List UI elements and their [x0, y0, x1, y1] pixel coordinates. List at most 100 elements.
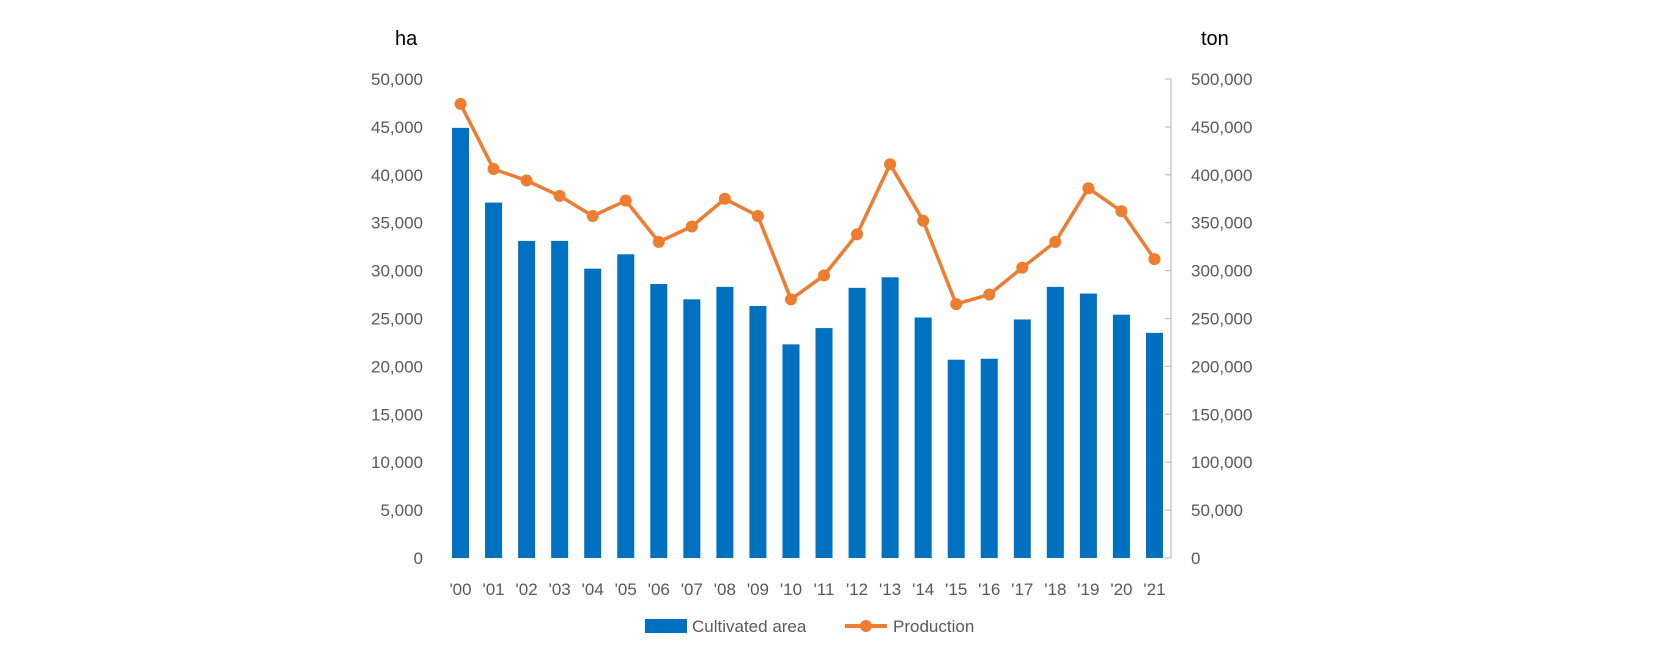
production-point	[917, 214, 930, 227]
bar-cultivated-area	[881, 277, 899, 558]
left-tick-label: 20,000	[371, 357, 423, 376]
x-tick-label: '01	[482, 580, 504, 599]
bar-cultivated-area	[1013, 319, 1031, 558]
right-tick-label: 200,000	[1191, 357, 1252, 376]
bar-cultivated-area	[485, 202, 503, 558]
x-tick-label: '19	[1077, 580, 1099, 599]
bar-cultivated-area	[914, 317, 932, 558]
right-tick-label: 150,000	[1191, 405, 1252, 424]
left-tick-label: 0	[414, 549, 423, 568]
legend-swatch-production-marker	[860, 620, 872, 632]
line-series-production	[454, 97, 1161, 311]
bar-cultivated-area	[947, 359, 965, 558]
right-tick-label: 400,000	[1191, 166, 1252, 185]
right-axis-unit-label: ton	[1201, 28, 1229, 50]
production-point	[718, 192, 731, 205]
production-point	[751, 209, 764, 222]
x-tick-label: '16	[978, 580, 1000, 599]
x-tick-label: '18	[1044, 580, 1066, 599]
production-point	[851, 228, 864, 241]
production-point	[818, 269, 831, 282]
bar-cultivated-area	[716, 286, 734, 558]
production-point	[884, 158, 897, 171]
left-axis: 0 5,000 10,000 15,000 20,000 25,000 30,000 35,0…	[371, 70, 423, 568]
production-point	[1049, 235, 1062, 248]
bar-cultivated-area	[848, 287, 866, 558]
x-axis: '00 '01 '02 '03 '04 '05 '06 '07 '08 '09 '10 '11 '12 '…	[449, 580, 1165, 599]
production-point	[586, 209, 599, 222]
right-tick-label: 0	[1191, 549, 1200, 568]
bar-cultivated-area	[980, 358, 998, 558]
legend-label-cultivated-area: Cultivated area	[692, 617, 807, 636]
x-tick-label: '21	[1143, 580, 1165, 599]
production-point	[1082, 182, 1095, 195]
x-tick-label: '02	[516, 580, 538, 599]
bar-cultivated-area	[617, 254, 635, 558]
bar-cultivated-area	[584, 268, 602, 558]
left-axis-unit-label: ha	[395, 28, 418, 50]
x-tick-label: '04	[582, 580, 604, 599]
production-point	[454, 97, 467, 110]
legend-swatch-cultivated-area	[645, 619, 687, 633]
x-tick-label: '07	[681, 580, 703, 599]
bar-cultivated-area	[1112, 314, 1130, 558]
production-point	[1148, 253, 1161, 266]
x-tick-label: '09	[747, 580, 769, 599]
left-tick-label: 25,000	[371, 310, 423, 329]
right-tick-label: 250,000	[1191, 310, 1252, 329]
bar-cultivated-area	[1046, 286, 1064, 558]
production-point	[1115, 205, 1128, 218]
left-tick-label: 30,000	[371, 262, 423, 281]
bar-cultivated-area	[815, 328, 833, 558]
x-tick-label: '15	[945, 580, 967, 599]
bar-cultivated-area	[551, 240, 569, 559]
x-tick-label: '12	[846, 580, 868, 599]
x-tick-label: '11	[814, 580, 835, 599]
production-point	[950, 298, 963, 311]
bar-series-cultivated-area	[452, 127, 1163, 559]
x-tick-label: '00	[449, 580, 471, 599]
production-point	[1016, 261, 1029, 274]
left-tick-label: 5,000	[380, 501, 423, 520]
production-point	[685, 220, 698, 233]
x-tick-label: '03	[549, 580, 571, 599]
production-point	[553, 189, 566, 202]
left-tick-label: 40,000	[371, 166, 423, 185]
bar-cultivated-area	[749, 306, 767, 558]
production-point	[520, 174, 533, 187]
left-tick-label: 10,000	[371, 453, 423, 472]
x-tick-label: '06	[648, 580, 670, 599]
production-point	[652, 235, 665, 248]
left-tick-label: 35,000	[371, 214, 423, 233]
bar-cultivated-area	[650, 284, 668, 558]
left-tick-label: 45,000	[371, 118, 423, 137]
x-tick-label: '20	[1110, 580, 1132, 599]
right-tick-label: 500,000	[1191, 70, 1252, 89]
production-line	[458, 103, 1156, 306]
right-axis: 0 50,000 100,000 150,000 200,000 250,000 300,0…	[1165, 70, 1252, 568]
right-tick-label: 350,000	[1191, 214, 1252, 233]
bar-cultivated-area	[683, 299, 701, 558]
production-point	[487, 163, 500, 176]
bar-cultivated-area	[452, 127, 470, 558]
bar-cultivated-area	[782, 344, 800, 558]
x-tick-label: '17	[1011, 580, 1033, 599]
right-tick-label: 100,000	[1191, 453, 1252, 472]
x-tick-label: '14	[912, 580, 934, 599]
production-point	[983, 288, 996, 301]
production-point	[619, 194, 632, 207]
bar-cultivated-area	[518, 240, 536, 559]
x-tick-label: '05	[615, 580, 637, 599]
legend: Cultivated area Production	[645, 617, 974, 636]
right-tick-label: 300,000	[1191, 262, 1252, 281]
right-tick-label: 450,000	[1191, 118, 1252, 137]
left-tick-label: 50,000	[371, 70, 423, 89]
x-tick-label: '08	[714, 580, 736, 599]
right-tick-label: 50,000	[1191, 501, 1243, 520]
left-tick-label: 15,000	[371, 405, 423, 424]
bar-cultivated-area	[1079, 293, 1097, 558]
legend-label-production: Production	[893, 617, 974, 636]
x-tick-label: '10	[780, 580, 802, 599]
x-tick-label: '13	[879, 580, 901, 599]
